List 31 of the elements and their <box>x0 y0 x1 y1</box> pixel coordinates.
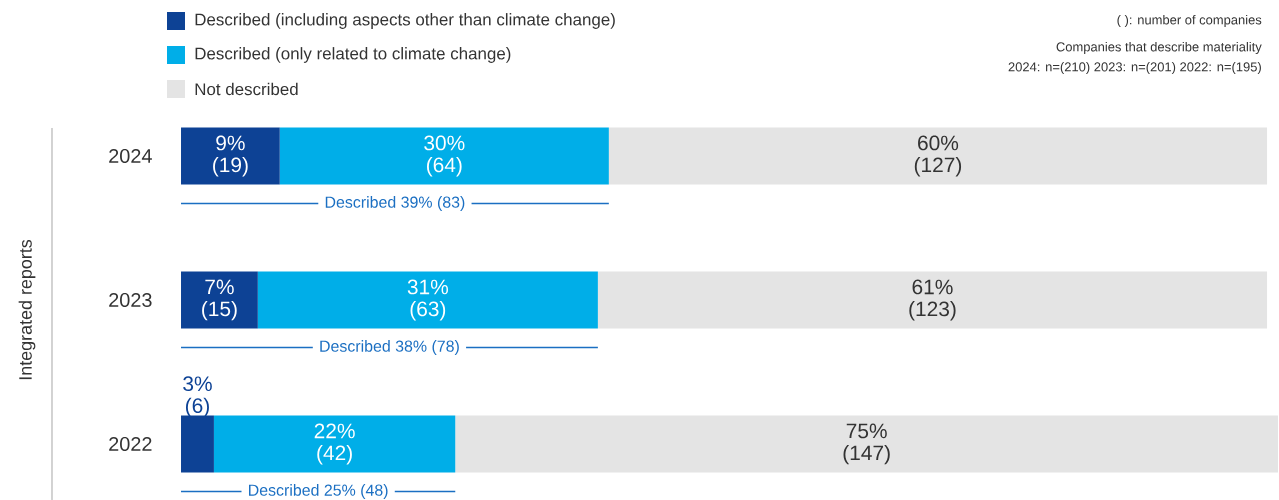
data-label: 75% (147) <box>843 423 890 465</box>
data-label: 30% (64) <box>424 135 465 177</box>
legend-label: Not described <box>195 82 298 95</box>
bar <box>181 127 280 185</box>
text: ( ): number of companies <box>1117 14 1262 27</box>
text: Companies that describe materiality <box>1056 41 1262 54</box>
y-axis-title: Integrated reports <box>18 239 36 379</box>
bar <box>608 127 1268 185</box>
data-label: 7% (15) <box>202 279 237 321</box>
bar <box>455 415 1279 473</box>
bar <box>597 271 1268 329</box>
annotation: Described 39% (83) <box>325 195 465 211</box>
data-label: 3% (6) <box>183 376 212 417</box>
bar <box>213 415 456 473</box>
legend-label: Described (including aspects other than climate change) <box>195 12 615 29</box>
data-label: 60% (127) <box>914 135 962 177</box>
annotation: Described 38% (78) <box>320 339 459 355</box>
data-label: 61% (123) <box>909 279 956 321</box>
legend-label: Described (only related to climate change) <box>195 46 511 63</box>
data-label: 31% (63) <box>407 279 449 321</box>
bar <box>279 127 609 185</box>
y-tick-label: 2023 <box>109 292 152 307</box>
y-tick-label: 2022 <box>109 436 152 451</box>
bar <box>181 271 258 329</box>
bar <box>181 415 214 473</box>
y-tick-label: 2024 <box>109 148 152 163</box>
data-label: 22% (42) <box>314 423 355 465</box>
text: 2024: n=(210) 2023: n=(201) 2022: n=(195) <box>1008 61 1261 74</box>
annotation: Described 25% (48) <box>249 483 388 499</box>
bar <box>257 271 598 329</box>
data-label: 9% (19) <box>213 135 248 177</box>
